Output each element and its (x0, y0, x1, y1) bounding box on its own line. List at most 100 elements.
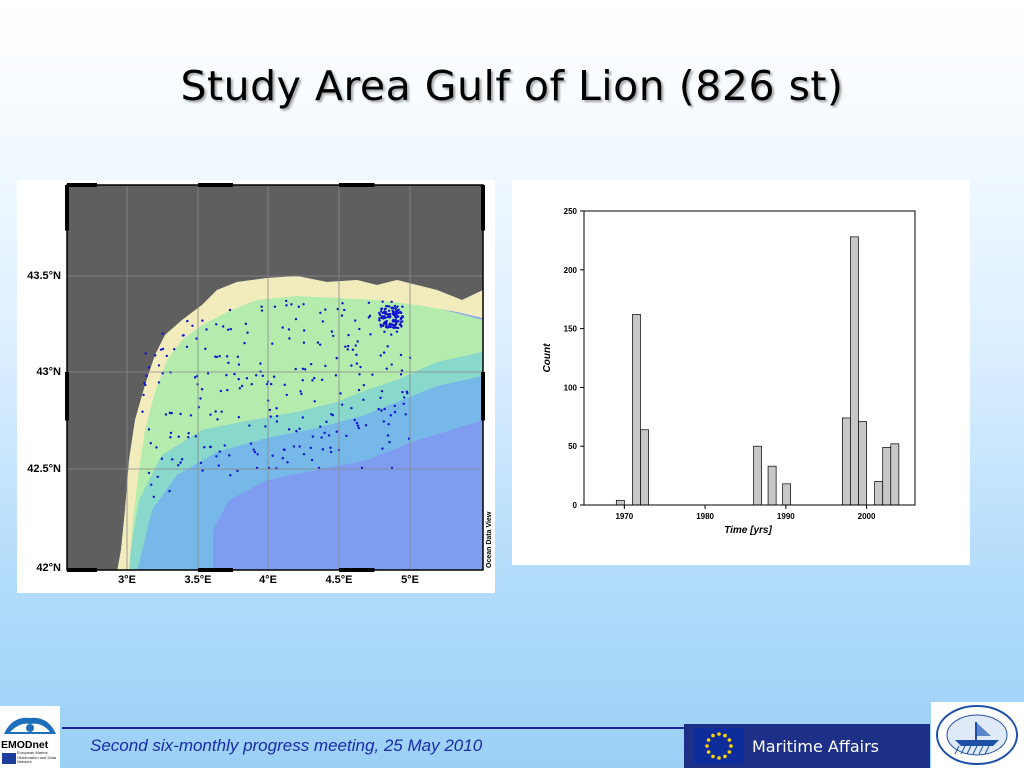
station-dot (386, 434, 390, 437)
station-dot (301, 379, 304, 382)
station-dot (339, 392, 342, 395)
station-dot (259, 362, 262, 365)
station-dot (294, 317, 298, 321)
lat-label: 43°N (36, 366, 61, 378)
station-dot (147, 428, 151, 431)
station-dot (193, 376, 197, 379)
station-dot (287, 428, 291, 431)
station-dot (248, 424, 251, 427)
maritime-affairs-banner: Maritime Affairs (684, 724, 930, 768)
shelf (117, 292, 483, 570)
station-dot (142, 393, 145, 397)
station-dot (249, 442, 253, 445)
land (67, 185, 483, 570)
station-dot (392, 318, 395, 321)
histogram-bar (753, 445, 762, 506)
station-dot (302, 341, 306, 344)
station-dot (260, 309, 264, 312)
station-dot (141, 410, 144, 413)
station-dot (387, 423, 390, 426)
histogram-bar (841, 417, 851, 506)
station-dot (179, 412, 182, 416)
station-dot (144, 352, 147, 355)
station-dot (261, 374, 264, 378)
station-dot (301, 367, 305, 371)
station-dot (357, 388, 361, 392)
station-dot (350, 364, 353, 367)
station-dot (302, 329, 306, 332)
histogram-svg: 0 50 100 150 200 250 1970 1980 1990 2000 Time [yr… (542, 207, 916, 536)
histogram-bar (632, 314, 641, 506)
station-dot (236, 355, 240, 358)
station-dot (382, 420, 386, 423)
station-dot (396, 315, 400, 318)
station-dot (340, 314, 344, 317)
station-dot (161, 347, 165, 351)
station-dot (144, 383, 147, 387)
station-dot (341, 302, 344, 305)
station-dot (399, 321, 403, 324)
station-dot (396, 305, 399, 308)
station-dot (369, 333, 372, 336)
station-dot (185, 345, 189, 348)
eu-star-icon (727, 750, 732, 754)
station-dot (265, 382, 269, 386)
station-dot (320, 436, 323, 439)
station-dot (226, 328, 230, 331)
station-dot (238, 387, 242, 390)
y-tick-label: 0 (573, 501, 578, 510)
station-dot (313, 400, 316, 403)
station-dot (290, 303, 293, 306)
station-dot (362, 384, 366, 387)
station-dot (181, 334, 185, 337)
eu-flag-icon (2, 753, 16, 764)
station-dot (226, 388, 229, 392)
station-dot (391, 311, 395, 315)
station-dot (390, 333, 393, 336)
station-dot (187, 435, 190, 439)
x-tick-label: 2000 (858, 512, 876, 521)
lon-label: 4°E (259, 574, 277, 586)
station-dot (405, 390, 409, 393)
station-dot (168, 411, 172, 415)
station-dot (233, 372, 236, 376)
station-dot (215, 455, 218, 458)
station-dot (171, 458, 174, 461)
station-dot (353, 418, 356, 422)
time-histogram: 0 50 100 150 200 250 1970 1980 1990 2000 Time [yr… (512, 180, 970, 565)
station-dot (218, 355, 221, 358)
station-dot (367, 316, 371, 319)
y-axis-label: Count (542, 343, 553, 373)
station-dot (394, 318, 397, 321)
station-dot (319, 425, 322, 428)
station-dot (285, 393, 288, 397)
station-dot (283, 383, 286, 387)
station-dot (287, 328, 291, 331)
station-dot (203, 446, 206, 449)
station-dot (358, 327, 361, 331)
station-dot (298, 427, 301, 431)
station-dot (387, 309, 391, 312)
station-dot (401, 305, 404, 308)
station-dot (244, 322, 248, 326)
station-dot (225, 373, 228, 377)
station-dot (221, 325, 225, 328)
station-dot (399, 310, 402, 314)
station-dot (164, 413, 168, 416)
station-dot (355, 421, 359, 425)
station-dot (354, 344, 357, 347)
station-dot (380, 315, 384, 319)
station-dot (346, 348, 349, 351)
station-dot (275, 420, 279, 423)
station-dot (209, 413, 212, 416)
station-dot (395, 326, 398, 329)
station-dot (390, 363, 393, 366)
station-dot (377, 407, 380, 411)
station-dot (399, 316, 403, 320)
station-dot (309, 446, 312, 450)
station-dot (386, 345, 389, 348)
station-dot (145, 374, 148, 378)
station-dot (388, 305, 391, 308)
lat-label: 42.5°N (27, 463, 61, 475)
station-dot (402, 402, 405, 405)
